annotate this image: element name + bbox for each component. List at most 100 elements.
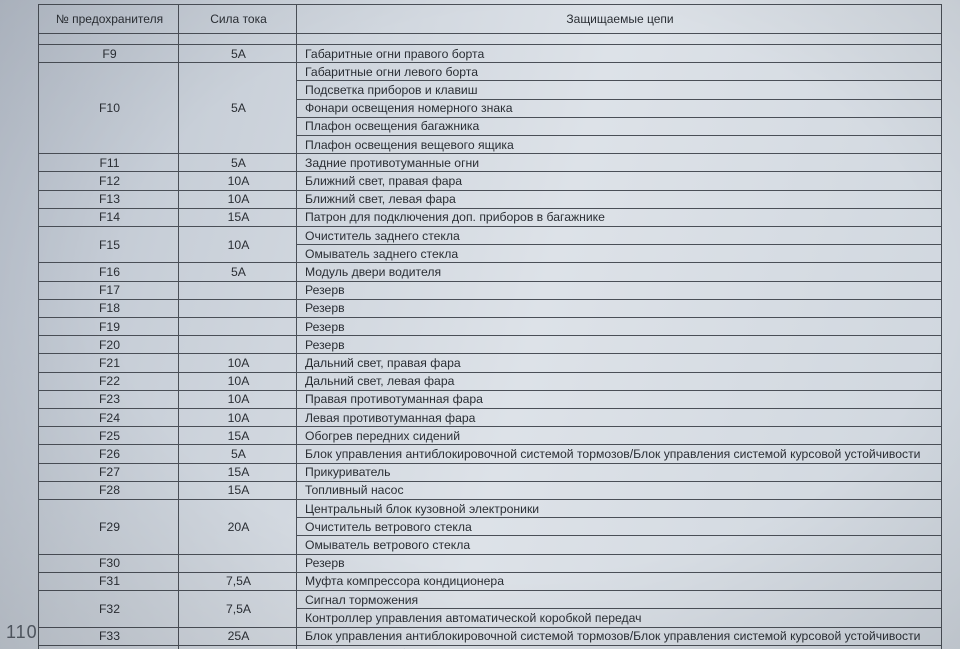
table-row: F265AБлок управления антиблокировочной с…: [39, 445, 942, 463]
cell-current: 10A: [179, 190, 297, 208]
cell-fuse-no: F13: [39, 190, 179, 208]
cell-fuse-no: F26: [39, 445, 179, 463]
table-row: F18 Резерв: [39, 299, 942, 317]
cell-circuit: Комбинация приборов: [297, 645, 942, 649]
cell-fuse-no: F23: [39, 390, 179, 408]
cell-circuit: Дальний свет, правая фара: [297, 354, 942, 372]
cell-current: 15A: [179, 208, 297, 226]
cell-circuit: Резерв: [297, 336, 942, 354]
table-row: F95AГабаритные огни правого борта: [39, 45, 942, 63]
cell-current: 7,5A: [179, 591, 297, 627]
table-row: F327,5AСигнал торможения: [39, 591, 942, 609]
page-number: 110: [6, 622, 38, 643]
table-row: F2815AТопливный насос: [39, 481, 942, 499]
cell-current: [179, 299, 297, 317]
cell-current: 5A: [179, 645, 297, 649]
cell-current: [179, 318, 297, 336]
cell-current: 15A: [179, 427, 297, 445]
table-row: F2310AПравая противотуманная фара: [39, 390, 942, 408]
cell-circuit: Резерв: [297, 318, 942, 336]
cell-current: 5A: [179, 445, 297, 463]
cell-fuse-no: F29: [39, 500, 179, 555]
cell-circuit: Блок управления антиблокировочной систем…: [297, 627, 942, 645]
cell-fuse-no: F22: [39, 372, 179, 390]
cell-current: 10A: [179, 372, 297, 390]
cell-circuit: Ближний свет, правая фара: [297, 172, 942, 190]
cell-circuit: Габаритные огни левого борта: [297, 63, 942, 81]
cell-fuse-no: F12: [39, 172, 179, 190]
cell-current: 5A: [179, 154, 297, 172]
cell-fuse-no: F20: [39, 336, 179, 354]
cell-circuit: Омыватель ветрового стекла: [297, 536, 942, 554]
cell-circuit: Подсветка приборов и клавиш: [297, 81, 942, 99]
cell-circuit: Дальний свет, левая фара: [297, 372, 942, 390]
cell-fuse-no: F17: [39, 281, 179, 299]
cell-circuit: Резерв: [297, 281, 942, 299]
cell-current: 10A: [179, 390, 297, 408]
table-row: F2920AЦентральный блок кузовной электрон…: [39, 500, 942, 518]
cell-fuse-no: F34: [39, 645, 179, 649]
cell-current: 5A: [179, 263, 297, 281]
fuse-table: № предохранителя Сила тока Защищаемые це…: [38, 4, 942, 649]
cell-circuit: Левая противотуманная фара: [297, 409, 942, 427]
cell-circuit: Правая противотуманная фара: [297, 390, 942, 408]
cell-fuse-no: F14: [39, 208, 179, 226]
table-row: F2715AПрикуриватель: [39, 463, 942, 481]
cell-current: 10A: [179, 227, 297, 263]
cell-circuit: Фонари освещения номерного знака: [297, 99, 942, 117]
table-header-row: № предохранителя Сила тока Защищаемые це…: [39, 5, 942, 34]
cell-fuse-no: F33: [39, 627, 179, 645]
cell-current: 15A: [179, 463, 297, 481]
cell-fuse-no: F28: [39, 481, 179, 499]
table-row: F17 Резерв: [39, 281, 942, 299]
cell-fuse-no: F32: [39, 591, 179, 627]
cell-fuse-no: F18: [39, 299, 179, 317]
cell-circuit: Ближний свет, левая фара: [297, 190, 942, 208]
cell-fuse-no: F31: [39, 572, 179, 590]
cell-circuit: Плафон освещения багажника: [297, 117, 942, 135]
table-row: F1415AПатрон для подключения доп. прибор…: [39, 208, 942, 226]
table-row: F3325AБлок управления антиблокировочной …: [39, 627, 942, 645]
cell-current: 20A: [179, 500, 297, 555]
cell-fuse-no: F16: [39, 263, 179, 281]
cell-fuse-no: F25: [39, 427, 179, 445]
cell-fuse-no: F21: [39, 354, 179, 372]
cell-fuse-no: F11: [39, 154, 179, 172]
cell-fuse-no: F24: [39, 409, 179, 427]
cell-circuit: Очиститель заднего стекла: [297, 227, 942, 245]
table-row: F1210AБлижний свет, правая фара: [39, 172, 942, 190]
cell-current: 10A: [179, 354, 297, 372]
cell-circuit: Модуль двери водителя: [297, 263, 942, 281]
cell-current: 7,5A: [179, 572, 297, 590]
cell-circuit: Блок управления антиблокировочной систем…: [297, 445, 942, 463]
table-row: F20 Резерв: [39, 336, 942, 354]
cell-circuit: Муфта компрессора кондиционера: [297, 572, 942, 590]
cell-circuit: Обогрев передних сидений: [297, 427, 942, 445]
cell-current: 25A: [179, 627, 297, 645]
col-circuits: Защищаемые цепи: [297, 5, 942, 34]
cell-current: [179, 336, 297, 354]
cell-circuit: Задние противотуманные огни: [297, 154, 942, 172]
cell-fuse-no: F9: [39, 45, 179, 63]
col-fuse-no: № предохранителя: [39, 5, 179, 34]
table-row: F2110AДальний свет, правая фара: [39, 354, 942, 372]
table-row: F165AМодуль двери водителя: [39, 263, 942, 281]
table-row: F345AКомбинация приборов: [39, 645, 942, 649]
cell-current: 5A: [179, 45, 297, 63]
cell-circuit: Сигнал торможения: [297, 591, 942, 609]
cell-circuit: Контроллер управления автоматической кор…: [297, 609, 942, 627]
cell-fuse-no: F15: [39, 227, 179, 263]
cell-circuit: Прикуриватель: [297, 463, 942, 481]
cell-current: [179, 281, 297, 299]
cell-circuit: Патрон для подключения доп. приборов в б…: [297, 208, 942, 226]
cell-current: 15A: [179, 481, 297, 499]
cell-fuse-no: F30: [39, 554, 179, 572]
cell-circuit: Плафон освещения вещевого ящика: [297, 136, 942, 154]
cell-fuse-no: F10: [39, 63, 179, 154]
table-row: F2210AДальний свет, левая фара: [39, 372, 942, 390]
col-current: Сила тока: [179, 5, 297, 34]
cell-circuit: Габаритные огни правого борта: [297, 45, 942, 63]
table-row: F1310AБлижний свет, левая фара: [39, 190, 942, 208]
table-row: F115AЗадние противотуманные огни: [39, 154, 942, 172]
cell-circuit: Резерв: [297, 299, 942, 317]
